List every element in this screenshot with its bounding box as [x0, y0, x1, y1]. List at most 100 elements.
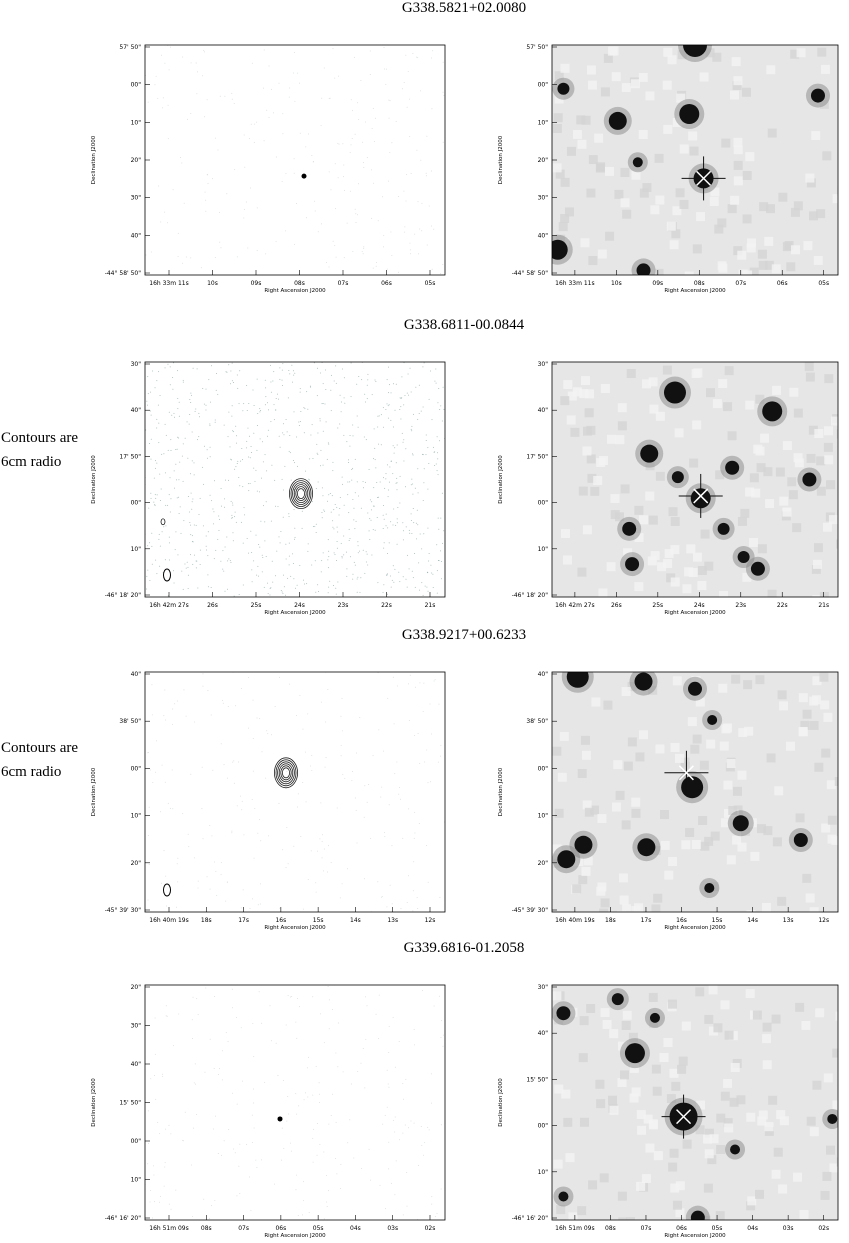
noise	[411, 570, 413, 572]
noise	[340, 715, 342, 717]
noise	[231, 832, 233, 834]
noise	[410, 173, 412, 175]
noise	[731, 674, 741, 684]
noise	[408, 875, 410, 877]
noise	[317, 231, 319, 233]
noise	[716, 1113, 726, 1123]
noise	[383, 47, 385, 49]
noise	[336, 547, 338, 549]
panel-title: G338.6811-00.0844	[404, 317, 525, 333]
x-tick-label: 05s	[425, 280, 436, 287]
noise	[795, 813, 805, 823]
noise	[196, 439, 198, 441]
noise	[149, 580, 151, 582]
noise	[441, 560, 443, 562]
noise	[177, 370, 179, 372]
noise	[706, 739, 716, 749]
noise	[316, 367, 318, 369]
noise	[364, 393, 366, 395]
noise	[219, 95, 221, 97]
noise	[798, 726, 808, 736]
noise	[578, 875, 588, 885]
y-tick-label: 10"	[538, 546, 549, 553]
noise	[247, 427, 249, 429]
noise	[399, 475, 401, 477]
noise	[151, 532, 153, 534]
noise	[168, 542, 170, 544]
x-tick-label: 26s	[611, 602, 622, 609]
noise	[385, 83, 387, 85]
y-tick-label: -46° 16' 20"	[105, 1215, 142, 1222]
noise	[366, 553, 368, 555]
noise	[586, 1003, 596, 1013]
noise	[356, 481, 358, 483]
noise	[220, 1154, 222, 1156]
noise	[756, 824, 766, 834]
noise	[239, 370, 241, 372]
noise	[293, 578, 295, 580]
noise	[373, 505, 375, 507]
noise	[418, 253, 420, 255]
noise	[240, 687, 242, 689]
noise	[412, 493, 414, 495]
noise	[288, 542, 290, 544]
noise	[215, 1115, 217, 1117]
noise	[173, 412, 175, 414]
noise	[579, 1117, 589, 1127]
noise	[238, 594, 240, 596]
noise	[260, 1159, 262, 1161]
noise	[692, 734, 702, 744]
noise	[623, 548, 633, 558]
noise	[209, 446, 211, 448]
noise	[232, 381, 234, 383]
noise	[309, 765, 311, 767]
noise	[437, 761, 439, 763]
noise	[376, 516, 378, 518]
noise	[181, 455, 183, 457]
noise	[406, 392, 408, 394]
noise	[820, 1190, 830, 1200]
noise	[260, 520, 262, 522]
noise	[581, 866, 591, 876]
noise	[433, 1005, 435, 1007]
noise	[407, 808, 409, 810]
noise	[431, 572, 433, 574]
noise	[808, 425, 818, 435]
noise	[659, 1053, 669, 1063]
noise	[295, 1189, 297, 1191]
noise	[349, 152, 351, 154]
noise	[270, 520, 272, 522]
noise	[427, 488, 429, 490]
noise	[638, 130, 648, 140]
noise	[257, 413, 259, 415]
noise	[186, 561, 188, 563]
noise	[167, 802, 169, 804]
noise	[423, 533, 425, 535]
noise	[670, 517, 680, 527]
noise	[147, 569, 149, 571]
noise	[434, 380, 436, 382]
noise	[736, 1095, 746, 1105]
noise	[169, 511, 171, 513]
noise	[202, 685, 204, 687]
noise	[373, 487, 375, 489]
noise	[675, 1208, 685, 1218]
noise	[412, 577, 414, 579]
noise	[617, 1191, 627, 1201]
noise	[418, 562, 420, 564]
y-tick-label: 30"	[538, 195, 549, 202]
noise	[335, 593, 337, 595]
noise	[328, 98, 330, 100]
noise	[311, 770, 313, 772]
noise	[293, 374, 295, 376]
noise	[629, 1093, 639, 1103]
y-tick-label: 00"	[131, 1138, 142, 1145]
noise	[181, 570, 183, 572]
noise	[307, 133, 309, 135]
noise	[154, 1053, 156, 1055]
x-tick-label: 21s	[818, 602, 829, 609]
y-tick-label: 40"	[131, 671, 142, 678]
x-tick-label: 17s	[641, 917, 652, 924]
x-tick-label: 26s	[207, 602, 218, 609]
noise	[198, 412, 200, 414]
